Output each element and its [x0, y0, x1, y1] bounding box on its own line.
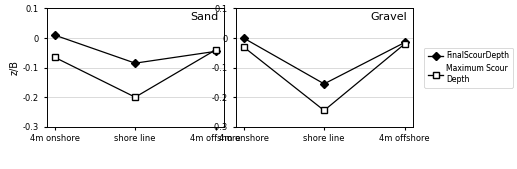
Line: FinalScourDepth: FinalScourDepth: [241, 35, 407, 87]
Maximum Scour
Depth: [402, 43, 408, 45]
Text: Sand: Sand: [190, 12, 219, 22]
FinalScourDepth: [240, 37, 247, 39]
Line: Maximum Scour
Depth: Maximum Scour Depth: [241, 41, 407, 113]
Legend: FinalScourDepth, Maximum Scour
Depth: FinalScourDepth, Maximum Scour Depth: [424, 48, 513, 88]
Maximum Scour
Depth: [321, 110, 327, 112]
Y-axis label: z/B: z/B: [10, 60, 20, 75]
Maximum Scour
Depth: [240, 46, 247, 48]
Text: Gravel: Gravel: [371, 12, 407, 22]
FinalScourDepth: [321, 83, 327, 85]
FinalScourDepth: [402, 41, 408, 43]
